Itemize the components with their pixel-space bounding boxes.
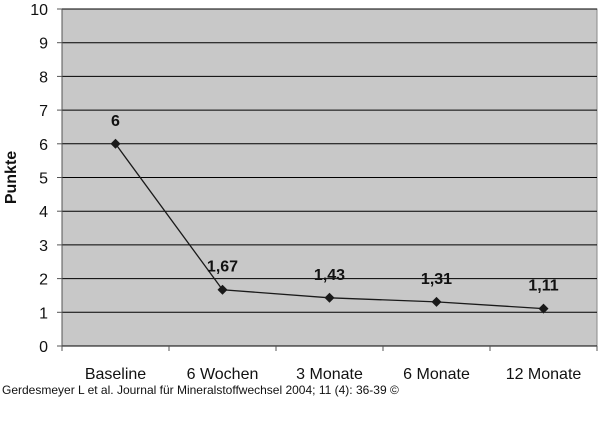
- data-label-2: 1,43: [314, 267, 345, 284]
- y-tick-label-1: 1: [39, 305, 48, 322]
- x-tick-label-3: 6 Monate: [403, 366, 470, 383]
- x-tick-label-2: 3 Monate: [296, 366, 363, 383]
- data-label-4: 1,11: [528, 278, 558, 295]
- data-label-0: 6: [111, 113, 120, 130]
- y-tick-label-3: 3: [39, 238, 48, 255]
- x-tick-label-4: 12 Monate: [506, 366, 582, 383]
- x-axis-ticks: Baseline 6 Wochen 3 Monate 6 Monate 12 Monat…: [61, 346, 598, 383]
- y-tick-label-9: 9: [39, 36, 48, 53]
- data-point-3: [431, 296, 442, 307]
- x-tick-label-0: Baseline: [85, 366, 146, 383]
- data-point-2: [324, 292, 335, 303]
- y-tick-label-7: 7: [39, 103, 48, 120]
- series-line: [110, 138, 549, 314]
- gridlines: [62, 8, 597, 347]
- data-point-1: [217, 284, 228, 295]
- source-caption: Gerdesmeyer L et al. Journal für Mineral…: [2, 383, 399, 397]
- y-tick-label-6: 6: [39, 137, 48, 154]
- data-point-4: [538, 303, 549, 314]
- y-axis-ticks: 0 1 2 3 4 5 6 7 8 9 10: [30, 2, 63, 356]
- data-label-3: 1,31: [421, 271, 452, 288]
- y-tick-label-8: 8: [39, 69, 48, 86]
- y-tick-label-10: 10: [30, 2, 48, 19]
- y-tick-label-2: 2: [39, 272, 48, 289]
- data-point-0: [110, 138, 121, 149]
- y-tick-label-0: 0: [39, 339, 48, 356]
- data-label-1: 1,67: [207, 259, 238, 276]
- y-axis-label: Punkte: [3, 151, 20, 204]
- x-tick-label-1: 6 Wochen: [187, 366, 259, 383]
- y-tick-label-4: 4: [39, 204, 48, 221]
- y-tick-label-5: 5: [39, 171, 48, 188]
- data-labels: 6 1,67 1,43 1,31 1,11: [111, 113, 559, 295]
